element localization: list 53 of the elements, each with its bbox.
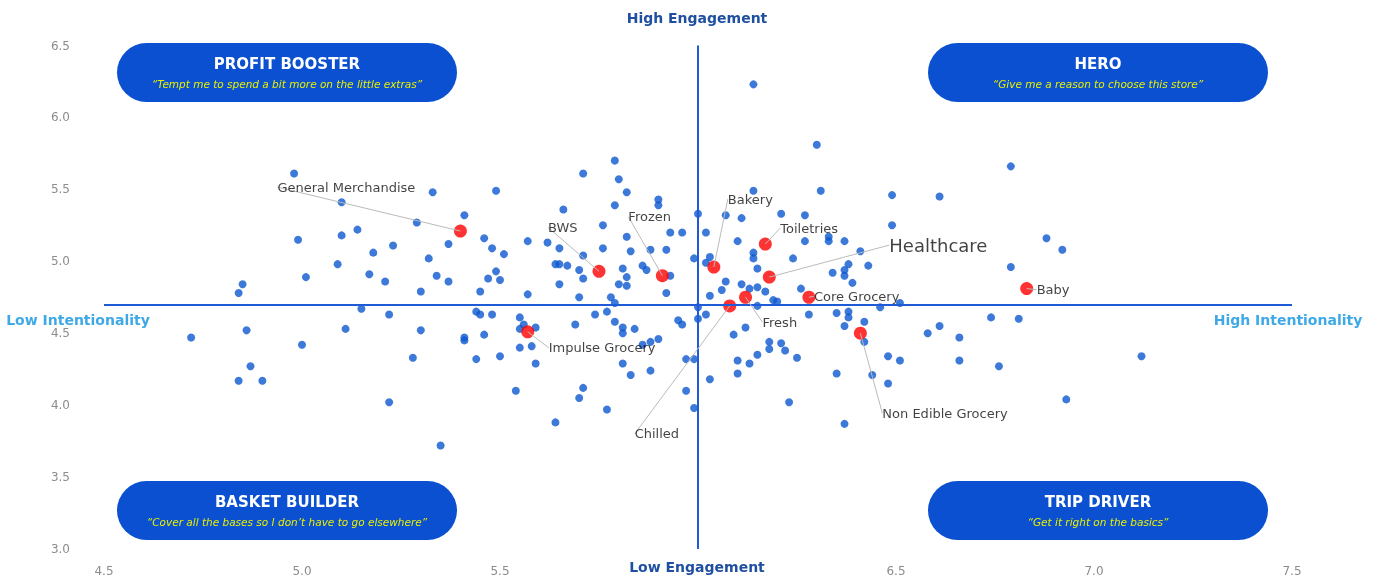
annotation: “Cover all the bases so I don’t have to go elsewhere” xyxy=(146,516,428,528)
annotation: PROFIT BOOSTER xyxy=(213,55,361,73)
point xyxy=(592,264,606,278)
annotation: Toiletries xyxy=(779,220,839,236)
label-badge: PROFIT BOOSTER “Tempt me to spend a bit more on the little extras” xyxy=(117,43,457,102)
y-tick-label: 3.5 xyxy=(50,470,70,485)
point xyxy=(1020,282,1034,296)
annotation: BASKET BUILDER xyxy=(214,493,360,511)
y-tick-label: 4.0 xyxy=(50,398,70,413)
point xyxy=(521,325,535,339)
annotation: Frozen xyxy=(628,209,671,225)
annotation: Healthcare xyxy=(889,234,988,256)
x-tick-label: 6.5 xyxy=(886,564,906,578)
annotation: “Tempt me to spend a bit more on the little extras” xyxy=(151,78,423,90)
annotation: General Merchandise xyxy=(277,179,416,195)
point xyxy=(762,270,776,284)
x-tick-label: 5.0 xyxy=(292,564,312,578)
annotation: BWS xyxy=(548,219,578,235)
y-tick-label: 4.5 xyxy=(50,326,70,341)
label-badge: TRIP DRIVER “Get it right on the basics” xyxy=(928,481,1268,540)
annotation: Fresh xyxy=(762,314,798,330)
y-tick-label: 6.0 xyxy=(50,110,70,125)
point xyxy=(655,269,669,283)
point xyxy=(802,290,816,304)
annotation: Low Intentionality xyxy=(6,312,150,328)
point xyxy=(739,290,753,304)
y-tick-label: 3.0 xyxy=(50,542,70,556)
x-tick-label: 5.5 xyxy=(490,564,510,578)
x-tick-label: 7.0 xyxy=(1084,564,1104,578)
annotation: Non Edible Grocery xyxy=(882,405,1009,421)
point xyxy=(707,260,721,274)
annotation: Bakery xyxy=(727,191,774,207)
annotation: Core Grocery xyxy=(813,288,900,304)
annotation: Chilled xyxy=(634,426,680,442)
label-badge: HERO “Give me a reason to choose this store” xyxy=(928,43,1268,102)
point xyxy=(453,224,467,238)
annotation: TRIP DRIVER xyxy=(1044,493,1152,511)
text: Low Engagement xyxy=(629,559,765,575)
annotation: “Get it right on the basics” xyxy=(1027,516,1169,528)
y-tick-label: 5.0 xyxy=(50,254,70,269)
annotation: High Intentionality xyxy=(1213,312,1363,328)
annotation: “Give me a reason to choose this store” xyxy=(992,78,1204,90)
y-tick-label: 5.5 xyxy=(50,182,70,197)
annotation: Impulse Grocery xyxy=(548,340,656,356)
y-tick-label: 6.5 xyxy=(50,38,70,53)
annotation: HERO xyxy=(1074,55,1122,73)
text: High Engagement xyxy=(626,10,768,26)
annotation: Baby xyxy=(1036,282,1070,298)
point xyxy=(758,237,772,251)
x-tick-label: 7.5 xyxy=(1282,564,1302,578)
label-badge: BASKET BUILDER “Cover all the bases so I don’t have to go elsewhere” xyxy=(117,481,457,540)
x-tick-label: 4.5 xyxy=(94,564,114,578)
point xyxy=(853,326,867,340)
